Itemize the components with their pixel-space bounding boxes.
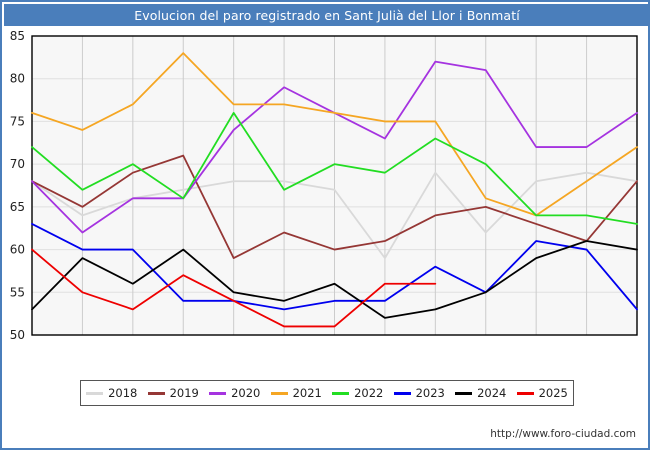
legend-item-label: 2020: [231, 386, 261, 400]
x-axis-tick-label: JUL: [375, 344, 395, 346]
series-line-2023: [31, 223, 638, 311]
x-axis-tick-label: MAY: [272, 344, 297, 346]
x-axis-tick-label: NOV: [574, 344, 599, 346]
y-axis-tick-label: 85: [10, 29, 25, 43]
legend-item-label: 2023: [415, 386, 445, 400]
legend-swatch-icon: [516, 391, 534, 395]
y-axis-tick-label: 50: [10, 328, 25, 342]
legend-swatch-icon: [209, 391, 227, 395]
legend-item-2022[interactable]: 2022: [332, 386, 383, 400]
y-axis-tick-label: 60: [10, 243, 25, 257]
legend-item-2018[interactable]: 2018: [86, 386, 137, 400]
x-axis-tick-label: ENE: [71, 344, 94, 346]
legend-swatch-icon: [147, 391, 165, 395]
legend-swatch-icon: [455, 391, 473, 395]
legend-swatch-icon: [332, 391, 350, 395]
legend-item-2024[interactable]: 2024: [455, 386, 506, 400]
x-axis-tick-label: FEB: [122, 344, 144, 346]
legend-swatch-icon: [393, 391, 411, 395]
window-title-bar: Evolucion del paro registrado en Sant Ju…: [4, 4, 650, 26]
series-line-2019: [31, 154, 638, 260]
x-axis-tick-label: JUN: [323, 344, 344, 346]
legend-item-2020[interactable]: 2020: [209, 386, 260, 400]
y-axis-tick-label: 75: [10, 114, 25, 128]
source-url: http://www.foro-ciudad.com: [490, 428, 636, 440]
y-axis-tick-label: 70: [10, 157, 25, 171]
legend-item-label: 2024: [477, 386, 507, 400]
y-axis-tick-label: 55: [10, 285, 25, 299]
legend-item-label: 2018: [108, 386, 138, 400]
legend-item-label: 2019: [169, 386, 199, 400]
legend-item-2019[interactable]: 2019: [147, 386, 199, 400]
series-line-2022: [31, 111, 638, 225]
series-line-2024: [31, 240, 638, 319]
y-axis-tick-label: 80: [10, 72, 25, 86]
legend-swatch-icon: [270, 391, 288, 395]
line-chart: 50 55 60 65 70 75 80 85 ENE FEB MAR ABR MAY JUN JUL AGO…: [10, 29, 647, 346]
series-line-2025: [31, 248, 437, 328]
x-axis-tick-label: ABR: [222, 344, 246, 346]
plot-area: 50 55 60 65 70 75 80 85 ENE FEB MAR ABR MAY JUN JUL AGO…: [2, 26, 650, 346]
x-axis-tick-label: MAR: [170, 344, 196, 346]
legend-swatch-icon: [86, 391, 104, 395]
x-axis-tick-label: SEP: [475, 344, 497, 346]
x-axis-tick-label: DIC: [627, 344, 647, 346]
y-axis-tick-label: 65: [10, 200, 25, 214]
legend-item-label: 2021: [292, 386, 322, 400]
legend-item-label: 2025: [538, 386, 568, 400]
x-axis-tick-label: OCT: [524, 344, 549, 346]
chart-legend: 2018 2019 2020 2021 2022 2023 2024 2025: [80, 380, 574, 406]
legend-item-2021[interactable]: 2021: [270, 386, 322, 400]
legend-item-2025[interactable]: 2025: [516, 386, 568, 400]
page-title: Evolucion del paro registrado en Sant Ju…: [134, 7, 520, 23]
plot-border: [31, 35, 638, 336]
x-axis-tick-label: AGO: [423, 344, 449, 346]
legend-item-label: 2022: [354, 386, 384, 400]
legend-item-2023[interactable]: 2023: [393, 386, 445, 400]
